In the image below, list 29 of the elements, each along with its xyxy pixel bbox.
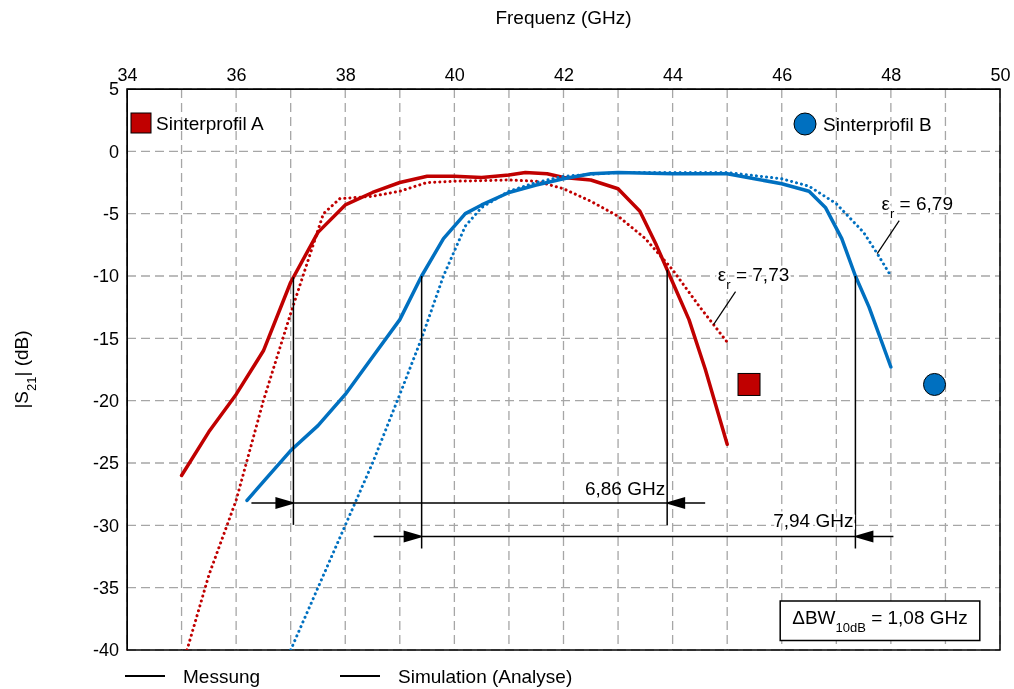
x-tick-label: 36 [226,65,247,85]
x-tick-label: 42 [553,65,575,85]
annotation: 7,94 GHz [773,509,854,531]
x-tick-label: 48 [881,65,902,85]
y-tick-label: -25 [92,453,119,474]
x-axis-title: Frequenz (GHz) [495,7,632,28]
x-tick-label: 44 [663,65,684,85]
text: Messung [183,666,261,687]
y-tick-label: -35 [92,577,119,598]
annotation: Sinterprofil A [156,113,265,134]
y-tick-label: 0 [108,141,119,162]
annotation: ε$_{r}$ = 7,73 [717,263,790,292]
x-tick-label: 50 [990,65,1011,85]
x-tick-label: 38 [335,65,356,85]
annotation: ΔBW$_{10dB}$ = 1,08 GHz [792,607,968,635]
y-tick-label: -10 [92,266,119,287]
y-tick-label: 5 [108,79,119,100]
y-tick-label: -20 [92,390,119,411]
text: Simulation (Analyse) [398,666,573,687]
y-tick-label: -5 [102,203,119,224]
y-tick-label: -30 [92,515,119,536]
y-tick-label: -15 [92,328,119,349]
x-tick-label: 34 [117,65,138,85]
annotation: Sinterprofil B [823,114,932,135]
x-tick-label: 46 [772,65,793,85]
y-tick-label: -40 [92,640,119,661]
x-tick-label: 40 [444,65,465,85]
annotation: 6,86 GHz [584,477,666,499]
annotation: ε$_{r}$ = 6,79 [881,192,953,221]
